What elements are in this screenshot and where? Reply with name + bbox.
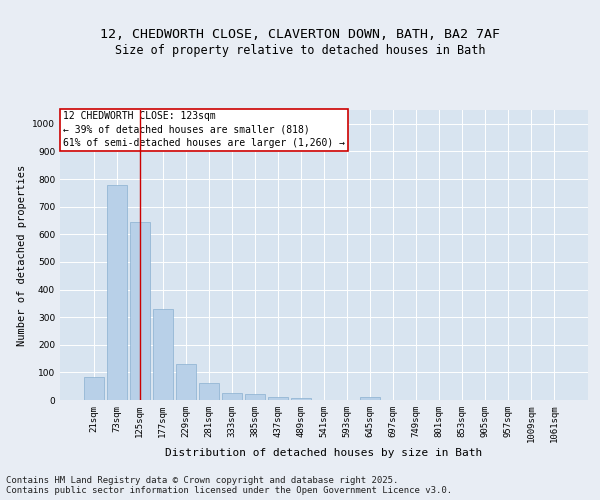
X-axis label: Distribution of detached houses by size in Bath: Distribution of detached houses by size … xyxy=(166,448,482,458)
Bar xyxy=(222,393,242,400)
Bar xyxy=(130,222,149,400)
Y-axis label: Number of detached properties: Number of detached properties xyxy=(17,164,26,346)
Bar xyxy=(268,396,288,400)
Bar xyxy=(176,364,196,400)
Bar xyxy=(153,309,173,400)
Bar xyxy=(84,376,104,400)
Bar xyxy=(245,394,265,400)
Text: Contains HM Land Registry data © Crown copyright and database right 2025.
Contai: Contains HM Land Registry data © Crown c… xyxy=(6,476,452,495)
Text: 12 CHEDWORTH CLOSE: 123sqm
← 39% of detached houses are smaller (818)
61% of sem: 12 CHEDWORTH CLOSE: 123sqm ← 39% of deta… xyxy=(62,112,344,148)
Bar xyxy=(360,397,380,400)
Bar xyxy=(291,398,311,400)
Bar xyxy=(107,184,127,400)
Text: 12, CHEDWORTH CLOSE, CLAVERTON DOWN, BATH, BA2 7AF: 12, CHEDWORTH CLOSE, CLAVERTON DOWN, BAT… xyxy=(100,28,500,40)
Bar xyxy=(199,384,218,400)
Text: Size of property relative to detached houses in Bath: Size of property relative to detached ho… xyxy=(115,44,485,57)
